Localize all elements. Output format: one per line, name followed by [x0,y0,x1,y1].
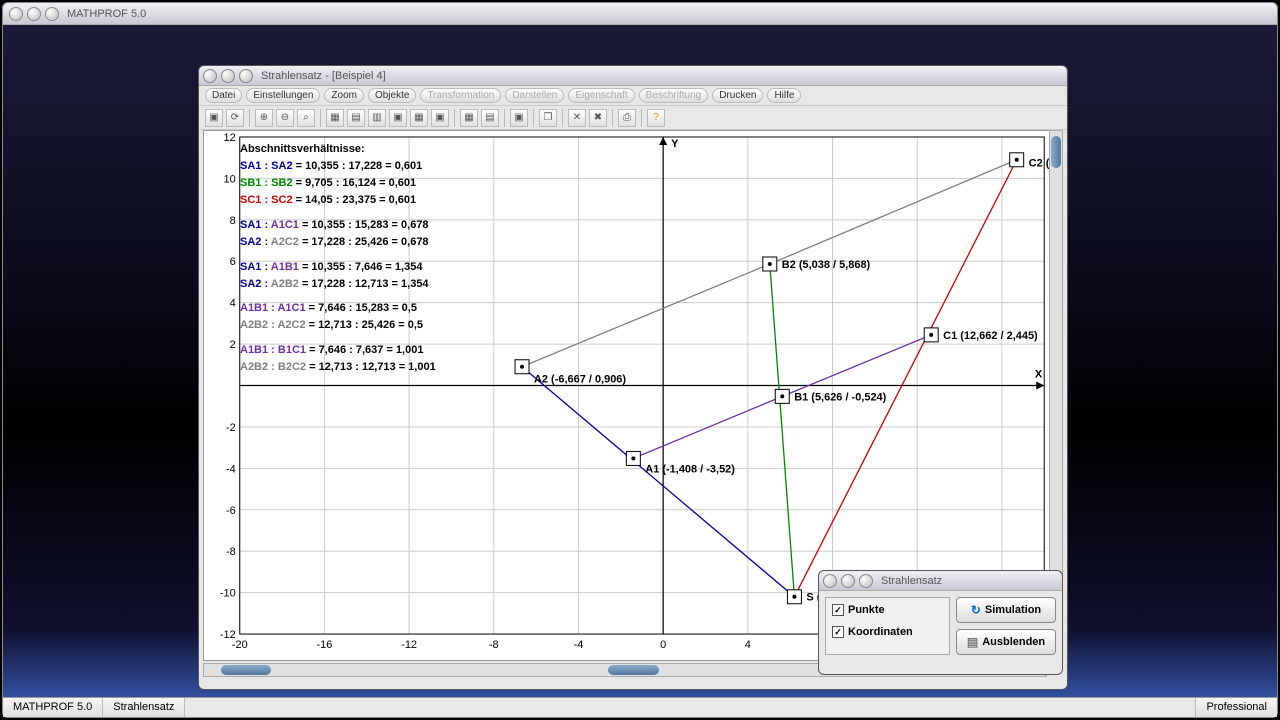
svg-text:12: 12 [224,132,236,144]
panel-btn2-icon[interactable] [841,574,855,588]
control-panel[interactable]: Strahlensatz ✓ Punkte ✓ Koordinaten ↻ [818,570,1063,675]
tool-stop-icon[interactable]: ▣ [205,109,223,127]
svg-text:2: 2 [230,339,236,351]
close-icon[interactable] [45,7,59,21]
svg-text:-8: -8 [226,546,236,558]
svg-text:C1 (12,662 / 2,445): C1 (12,662 / 2,445) [943,330,1038,342]
tool-zoomreset-icon[interactable]: ⌕ [297,109,315,127]
tool-open-icon[interactable]: ▤ [347,109,365,127]
menu-beschriftung: Beschriftung [639,88,709,103]
check-icon[interactable]: ✓ [832,626,844,638]
svg-text:-12: -12 [401,639,417,651]
hscroll-thumb-left[interactable] [221,665,272,675]
svg-text:-10: -10 [220,588,236,600]
svg-text:X: X [1035,369,1043,381]
tool-refresh-icon[interactable]: ⟳ [226,109,244,127]
menu-darstellen: Darstellen [505,88,564,103]
menu-objekte[interactable]: Objekte [368,88,416,103]
check-icon[interactable]: ✓ [832,604,844,616]
svg-text:A2 (-6,667 / 0,906): A2 (-6,667 / 0,906) [534,374,626,386]
toolbar: ▣ ⟳ ⊕ ⊖ ⌕ ▦ ▤ ▥ ▣ ▦ ▣ ▦ ▤ ▣ ❐ [199,106,1067,130]
tool-pan2-icon[interactable]: ▦ [410,109,428,127]
checkbox-punkte[interactable]: ✓ Punkte [832,604,943,616]
menu-einstellungen[interactable]: Einstellungen [246,88,320,103]
svg-text:6: 6 [230,256,236,268]
tool-pan1-icon[interactable]: ▣ [389,109,407,127]
tool-zoomin-icon[interactable]: ⊕ [255,109,273,127]
svg-text:4: 4 [230,298,236,310]
tool-save-icon[interactable]: ▥ [368,109,386,127]
status-edition: Professional [1195,698,1277,717]
doc-close-icon[interactable] [239,69,253,83]
svg-text:-4: -4 [574,639,584,651]
svg-text:0: 0 [660,639,666,651]
panel-btn3-icon[interactable] [859,574,873,588]
hide-icon: ▤ [967,635,978,649]
doc-min-icon[interactable] [203,69,217,83]
menu-eigenschaft: Eigenschaft [568,88,634,103]
minimize-icon[interactable] [9,7,23,21]
hscroll-thumb-mid[interactable] [608,665,659,675]
menu-hilfe[interactable]: Hilfe [767,88,801,103]
panel-options: ✓ Punkte ✓ Koordinaten [825,597,950,655]
doc-title: Strahlensatz - [Beispiel 4] [261,70,386,82]
svg-text:-8: -8 [489,639,499,651]
tool-zoomout-icon[interactable]: ⊖ [276,109,294,127]
chk-punkte-label: Punkte [848,604,885,616]
svg-text:-16: -16 [316,639,332,651]
menubar: Datei Einstellungen Zoom Objekte Transformat… [199,86,1067,106]
tool-new-icon[interactable]: ▦ [326,109,344,127]
svg-text:A1 (-1,408 / -3,52): A1 (-1,408 / -3,52) [645,463,735,475]
simulation-button[interactable]: ↻ Simulation [956,597,1056,623]
svg-text:-12: -12 [220,629,236,641]
app-title: MATHPROF 5.0 [67,8,146,20]
menu-drucken[interactable]: Drucken [712,88,763,103]
panel-title: Strahlensatz [881,575,942,587]
svg-text:B1 (5,626 / -0,524): B1 (5,626 / -0,524) [794,391,886,403]
vscroll-thumb[interactable] [1051,136,1061,168]
svg-text:-4: -4 [226,463,236,475]
client-area: Strahlensatz - [Beispiel 4] Datei Einstel… [3,25,1277,697]
menu-transformation: Transformation [420,88,501,103]
ausblenden-button[interactable]: ▤ Ausblenden [956,629,1056,655]
panel-btn1-icon[interactable] [823,574,837,588]
status-doc: Strahlensatz [103,698,185,717]
svg-text:-2: -2 [226,422,236,434]
simulation-label: Simulation [985,604,1041,616]
maximize-icon[interactable] [27,7,41,21]
app-window: MATHPROF 5.0 Strahlensatz - [Beispiel 4]… [2,2,1278,718]
svg-text:B2 (5,038 / 5,868): B2 (5,038 / 5,868) [782,259,871,271]
legend-panel: Abschnittsverhältnisse:SA1 : SA2 = 10,35… [240,141,436,376]
tool-copy-icon[interactable]: ❐ [539,109,557,127]
statusbar: MATHPROF 5.0 Strahlensatz Professional [3,697,1277,717]
tool-pan3-icon[interactable]: ▣ [431,109,449,127]
menu-datei[interactable]: Datei [205,88,242,103]
refresh-icon: ↻ [971,603,981,617]
tool-label-icon[interactable]: ▣ [510,109,528,127]
doc-max-icon[interactable] [221,69,235,83]
tool-axes-icon[interactable]: ▤ [481,109,499,127]
menu-zoom[interactable]: Zoom [324,88,364,103]
app-titlebar[interactable]: MATHPROF 5.0 [3,3,1277,25]
panel-titlebar[interactable]: Strahlensatz [819,571,1062,591]
tool-del2-icon[interactable]: ✖ [589,109,607,127]
svg-text:-6: -6 [226,505,236,517]
ausblenden-label: Ausblenden [982,636,1045,648]
chk-koord-label: Koordinaten [848,626,913,638]
tool-print-icon[interactable]: ⎙ [618,109,636,127]
svg-text:4: 4 [745,639,751,651]
svg-text:Y: Y [671,138,679,150]
svg-text:10: 10 [224,173,236,185]
tool-del1-icon[interactable]: ✕ [568,109,586,127]
tool-grid-icon[interactable]: ▦ [460,109,478,127]
status-app: MATHPROF 5.0 [3,698,103,717]
checkbox-koordinaten[interactable]: ✓ Koordinaten [832,626,943,638]
tool-help-icon[interactable]: ? [647,109,665,127]
doc-titlebar[interactable]: Strahlensatz - [Beispiel 4] [199,66,1067,86]
svg-text:8: 8 [230,215,236,227]
